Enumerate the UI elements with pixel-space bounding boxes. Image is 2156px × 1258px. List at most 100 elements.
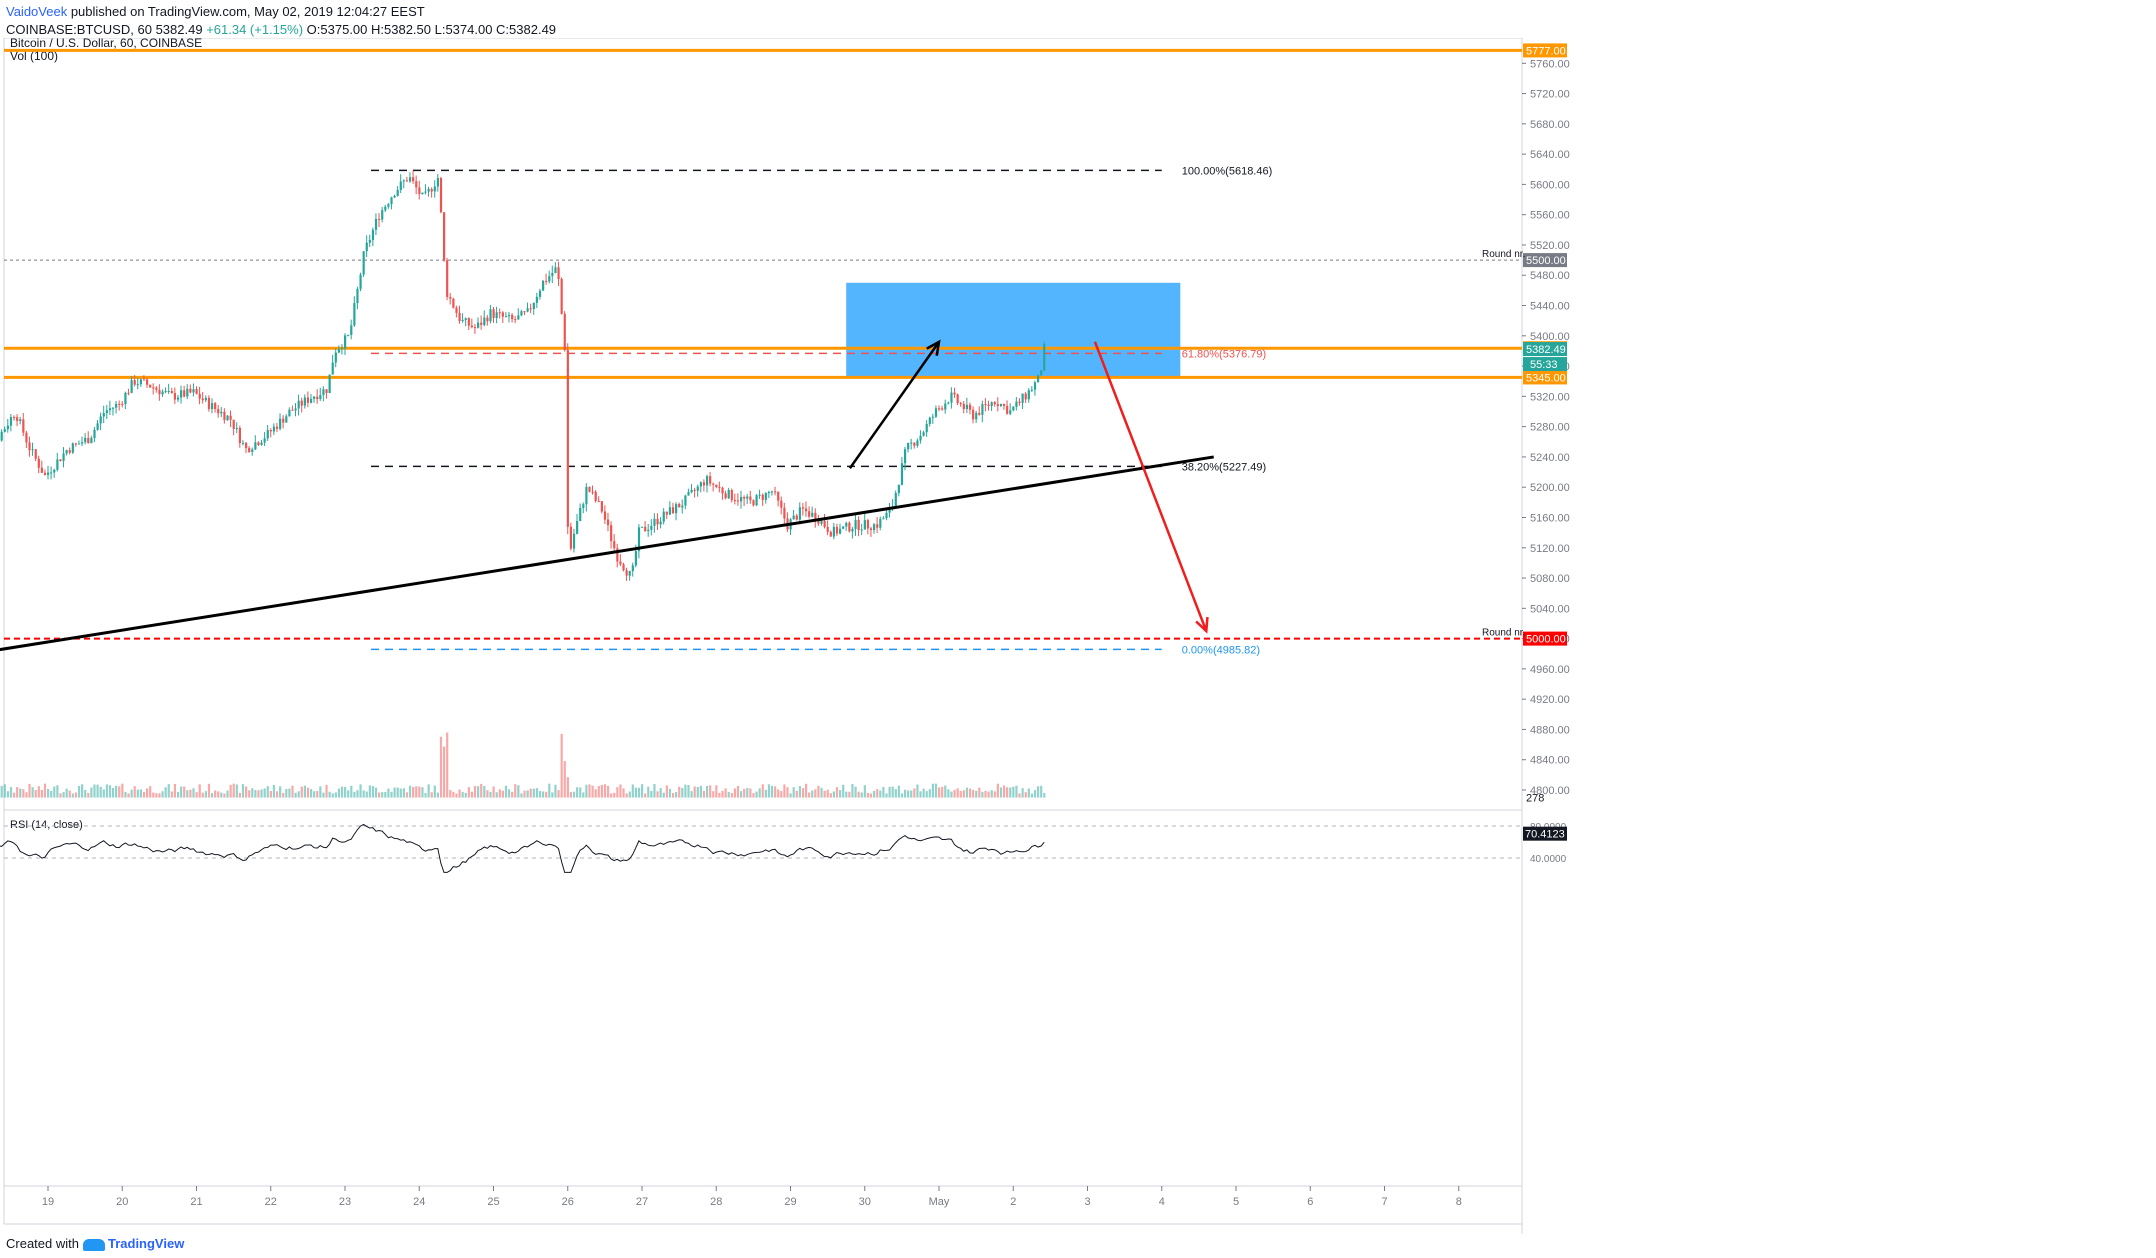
volume-bar [155, 793, 158, 798]
candle-body [204, 397, 207, 401]
volume-bar [492, 786, 495, 798]
volume-bar [916, 784, 919, 798]
created-with-text: Created with [6, 1236, 79, 1251]
volume-bar [888, 786, 891, 798]
volume-bar [19, 788, 22, 798]
candle-body [266, 430, 269, 439]
candle-body [619, 561, 622, 565]
candle-body [962, 403, 965, 410]
candle-body [1018, 401, 1021, 403]
volume-bar [903, 789, 907, 798]
candle-body [81, 442, 84, 444]
candle-body [378, 219, 381, 221]
candle-body [381, 210, 384, 220]
candle-body [412, 177, 415, 182]
y-tick-label: 5720.00 [1530, 89, 1570, 101]
candle-body [690, 489, 693, 493]
volume-bar [647, 786, 650, 798]
volume-bar [1037, 786, 1040, 798]
candle-body [572, 533, 576, 549]
volume-bar [817, 785, 820, 798]
candle-body [294, 408, 297, 411]
volume-bar [433, 785, 436, 798]
candle-body [248, 447, 251, 452]
x-tick-label: 4 [1159, 1196, 1165, 1208]
y-tick-label: 5200.00 [1530, 482, 1570, 494]
volume-bar [408, 785, 412, 798]
candle-body [6, 425, 9, 430]
volume-bar [418, 786, 421, 798]
x-tick-label: 30 [859, 1196, 871, 1208]
candle-body [684, 495, 687, 506]
volume-bar [798, 786, 801, 798]
volume-bar [928, 789, 931, 798]
candle-body [783, 507, 786, 519]
author-link[interactable]: VaidoVeek [6, 4, 68, 19]
volume-bar [842, 784, 845, 798]
rsi-value-tag [1523, 826, 1567, 841]
volume-bar [81, 784, 84, 798]
candle-body [350, 325, 353, 335]
y-tick-label: 5240.00 [1530, 452, 1570, 464]
volume-bar [740, 791, 743, 798]
volume-bar [71, 793, 74, 798]
candle-body [449, 296, 452, 299]
volume-bar [826, 789, 829, 798]
level-tag-5777.00 [1523, 43, 1567, 58]
volume-bar [192, 788, 195, 798]
volume-bar [6, 791, 9, 798]
volume-bar [542, 791, 545, 798]
candle-body [628, 571, 631, 576]
candle-body [207, 397, 211, 410]
publish-header: VaidoVeek published on TradingView.com, … [6, 4, 425, 19]
volume-bar [637, 787, 641, 798]
volume-bar [885, 793, 888, 798]
candle-body [96, 423, 99, 430]
volume-bar [959, 791, 962, 798]
candle-body [610, 525, 613, 542]
target-zone-box [846, 282, 1181, 378]
candle-body [446, 260, 449, 297]
volume-bar [62, 792, 65, 798]
volume-bar [245, 786, 248, 798]
candle-body [282, 418, 285, 423]
level-tag-text: 5777.00 [1526, 45, 1566, 57]
volume-bar [690, 791, 693, 798]
volume-bar [603, 784, 607, 798]
y-tick-label: 5280.00 [1530, 422, 1570, 434]
volume-bar [965, 787, 969, 798]
candle-body [798, 507, 801, 520]
candle-body [829, 531, 832, 537]
volume-bar [34, 789, 37, 798]
volume-bar [325, 784, 328, 798]
tradingview-brand[interactable]: TradingView [107, 1236, 185, 1251]
volume-bar [201, 792, 204, 798]
volume-bar [606, 785, 610, 798]
y-tick-label: 5080.00 [1530, 573, 1570, 585]
y-tick-label: 4840.00 [1530, 755, 1570, 767]
candle-body [687, 492, 690, 496]
candle-body [309, 398, 313, 403]
candle-body [823, 520, 826, 527]
volume-bar [405, 792, 409, 798]
last-price-text: 5382.49 [1526, 344, 1566, 356]
candle-body [319, 395, 322, 400]
volume-bar [340, 786, 344, 798]
candle-body [579, 507, 582, 522]
volume-bar [56, 785, 59, 798]
candle-body [492, 309, 495, 318]
volume-bar [254, 790, 257, 798]
candle-body [907, 442, 910, 450]
volume-bar [28, 783, 31, 798]
volume-bar [709, 785, 712, 798]
volume-bar [139, 789, 143, 798]
volume-bar [158, 793, 161, 798]
candle-body [956, 394, 959, 404]
volume-bar [804, 783, 808, 798]
volume-bar [665, 785, 668, 798]
x-tick-label: May [929, 1196, 950, 1208]
candle-body [170, 390, 173, 394]
volume-bar [74, 792, 78, 798]
x-tick-label: 24 [413, 1196, 425, 1208]
